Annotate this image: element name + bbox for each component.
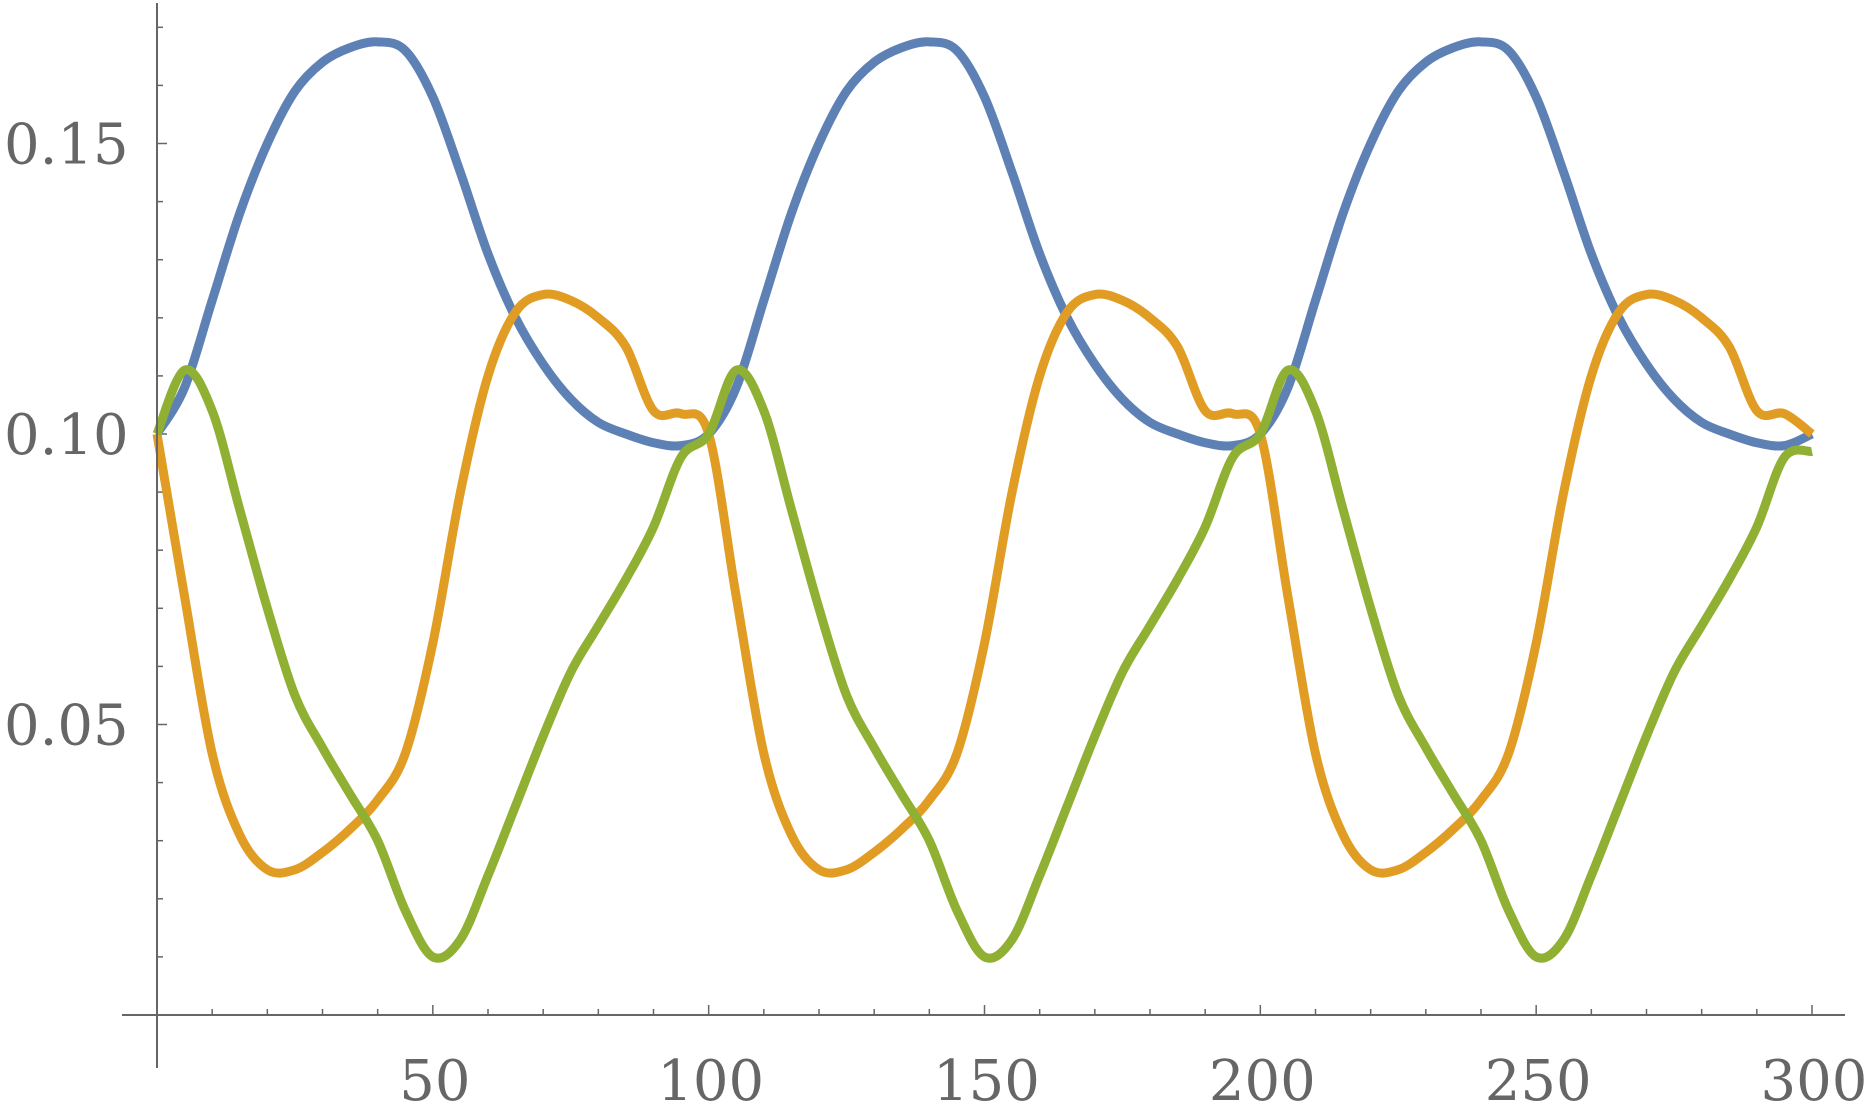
x-tick-label: 50	[399, 1049, 470, 1114]
x-minor-ticks	[211, 1005, 1813, 1015]
series-line-3	[152, 365, 1813, 963]
x-tick-label: 300	[1761, 1049, 1868, 1114]
x-tick-label: 150	[933, 1049, 1040, 1114]
series-line-1	[153, 37, 1814, 451]
y-tick-label: 0.05	[4, 694, 129, 759]
series-line-2	[152, 289, 1815, 878]
series-layer	[152, 37, 1815, 963]
y-tick-label: 0.10	[4, 403, 129, 468]
x-tick-label: 250	[1485, 1049, 1592, 1114]
x-tick-label: 100	[657, 1049, 764, 1114]
y-tick-label: 0.15	[4, 113, 129, 178]
y-tick-labels: 0.05 0.10 0.15	[4, 113, 129, 759]
x-tick-label: 200	[1209, 1049, 1316, 1114]
x-tick-labels: 50 100 150 200 250 300	[399, 1049, 1867, 1114]
